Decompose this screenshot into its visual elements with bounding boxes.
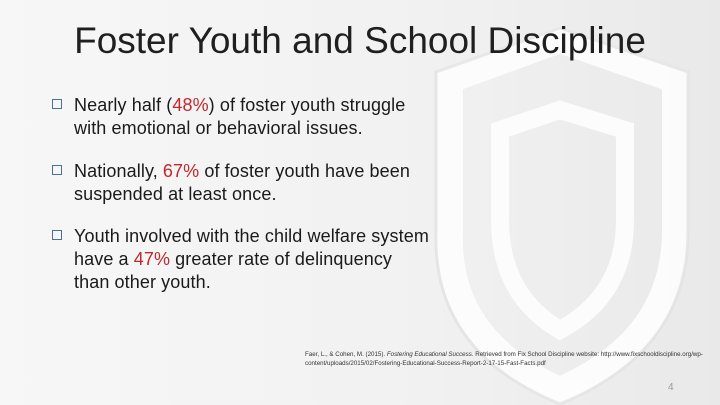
bullet-highlight: 47%: [133, 249, 171, 269]
bullet-item: Nationally, 67% of foster youth have bee…: [52, 160, 432, 206]
bullet-text-pre: Youth involved with the child welfare sy…: [74, 226, 429, 269]
citation: Faer, L., & Cohen, M. (2015). Fostering …: [305, 350, 705, 368]
citation-authors: Faer, L., & Cohen, M. (2015).: [305, 351, 387, 358]
citation-work: Fostering Educational Success: [386, 351, 472, 358]
bullet-highlight: 48%: [172, 95, 209, 115]
bullet-text-pre: Nearly half (: [74, 95, 173, 115]
bullet-text-post: of foster youth have been suspended at l…: [74, 161, 410, 204]
square-bullet-icon: [52, 230, 62, 240]
bullet-list: Nearly half (48%) of foster youth strugg…: [52, 94, 432, 314]
bullet-highlight: 67%: [162, 161, 200, 181]
bullet-text-post: ) of foster youth struggle with emotiona…: [74, 95, 406, 138]
page-number: 4: [668, 382, 674, 393]
square-bullet-icon: [52, 165, 62, 175]
slide-title: Foster Youth and School Discipline: [74, 20, 646, 61]
bullet-text-post: greater rate of delinquency than other y…: [74, 249, 393, 292]
citation-rest: . Retrieved from Fix School Discipline w…: [305, 351, 703, 367]
bullet-item: Nearly half (48%) of foster youth strugg…: [52, 94, 432, 140]
square-bullet-icon: [52, 99, 62, 109]
bullet-item: Youth involved with the child welfare sy…: [52, 225, 432, 294]
bullet-text-pre: Nationally,: [74, 161, 163, 181]
watermark-logo-icon: [434, 26, 690, 405]
